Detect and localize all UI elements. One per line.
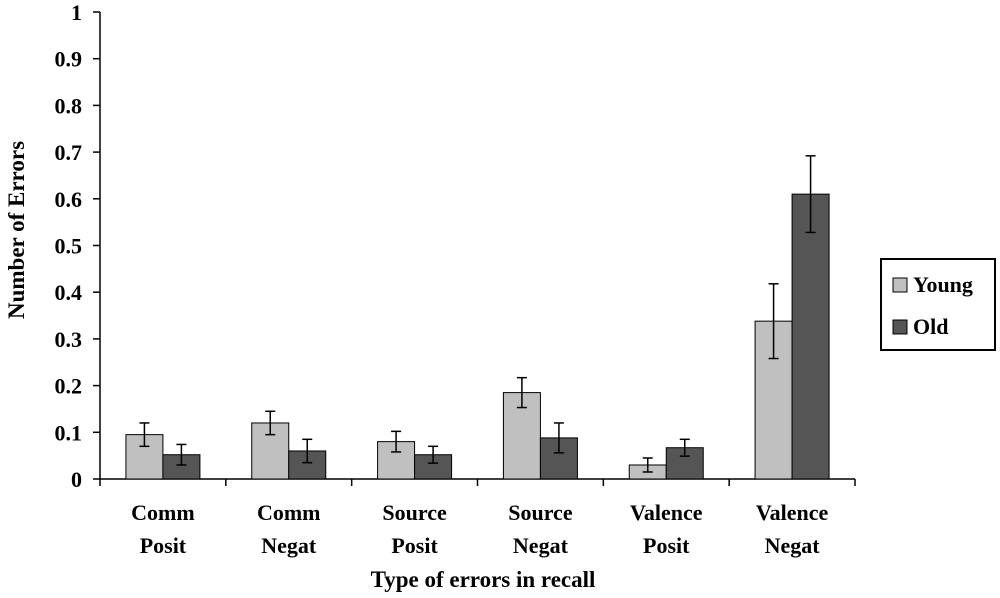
x-category-label: Valence (756, 500, 829, 525)
x-category-label: Source (508, 500, 573, 525)
legend-box (880, 258, 996, 351)
y-tick-label: 0.8 (55, 93, 83, 118)
legend-swatch-old (892, 319, 908, 335)
legend-label-old: Old (913, 314, 948, 339)
x-category-label: Posit (643, 533, 690, 558)
y-tick-label: 0.3 (55, 327, 83, 352)
error-bars (139, 155, 816, 473)
y-axis-title: Number of Errors (4, 141, 29, 319)
legend-swatch-young (892, 277, 908, 293)
y-tick-label: 0.2 (55, 374, 83, 399)
category-labels: Comm Posit Comm Negat Source Posit Source Negat… (131, 500, 828, 558)
x-category-label: Posit (140, 533, 187, 558)
y-tick-label: 0.9 (55, 47, 83, 72)
y-tick-label: 0.6 (55, 187, 83, 212)
bar-old (791, 193, 830, 480)
y-tick-label: 0.7 (55, 140, 83, 165)
x-category-label: Negat (513, 533, 569, 558)
x-category-label: Negat (765, 533, 821, 558)
x-category-label: Negat (261, 533, 317, 558)
bar-old (288, 450, 327, 480)
y-tick-label: 0.5 (55, 234, 83, 259)
x-category-label: Comm (131, 500, 195, 525)
x-category-label: Posit (391, 533, 438, 558)
y-axis: 0 0.1 0.2 0.3 0.4 0.5 0.6 0.7 0.8 0.9 1 (55, 0, 101, 492)
x-axis-title: Type of errors in recall (371, 567, 596, 592)
legend: Young Old (880, 258, 996, 351)
y-tick-label: 1 (71, 0, 82, 25)
bars (125, 193, 830, 480)
x-axis (99, 478, 856, 486)
x-category-label: Comm (257, 500, 321, 525)
y-tick-label: 0.1 (55, 420, 83, 445)
x-category-label: Source (382, 500, 447, 525)
x-category-label: Valence (630, 500, 703, 525)
y-tick-label: 0.4 (55, 280, 83, 305)
legend-label-young: Young (913, 272, 973, 297)
y-tick-label: 0 (71, 467, 82, 492)
